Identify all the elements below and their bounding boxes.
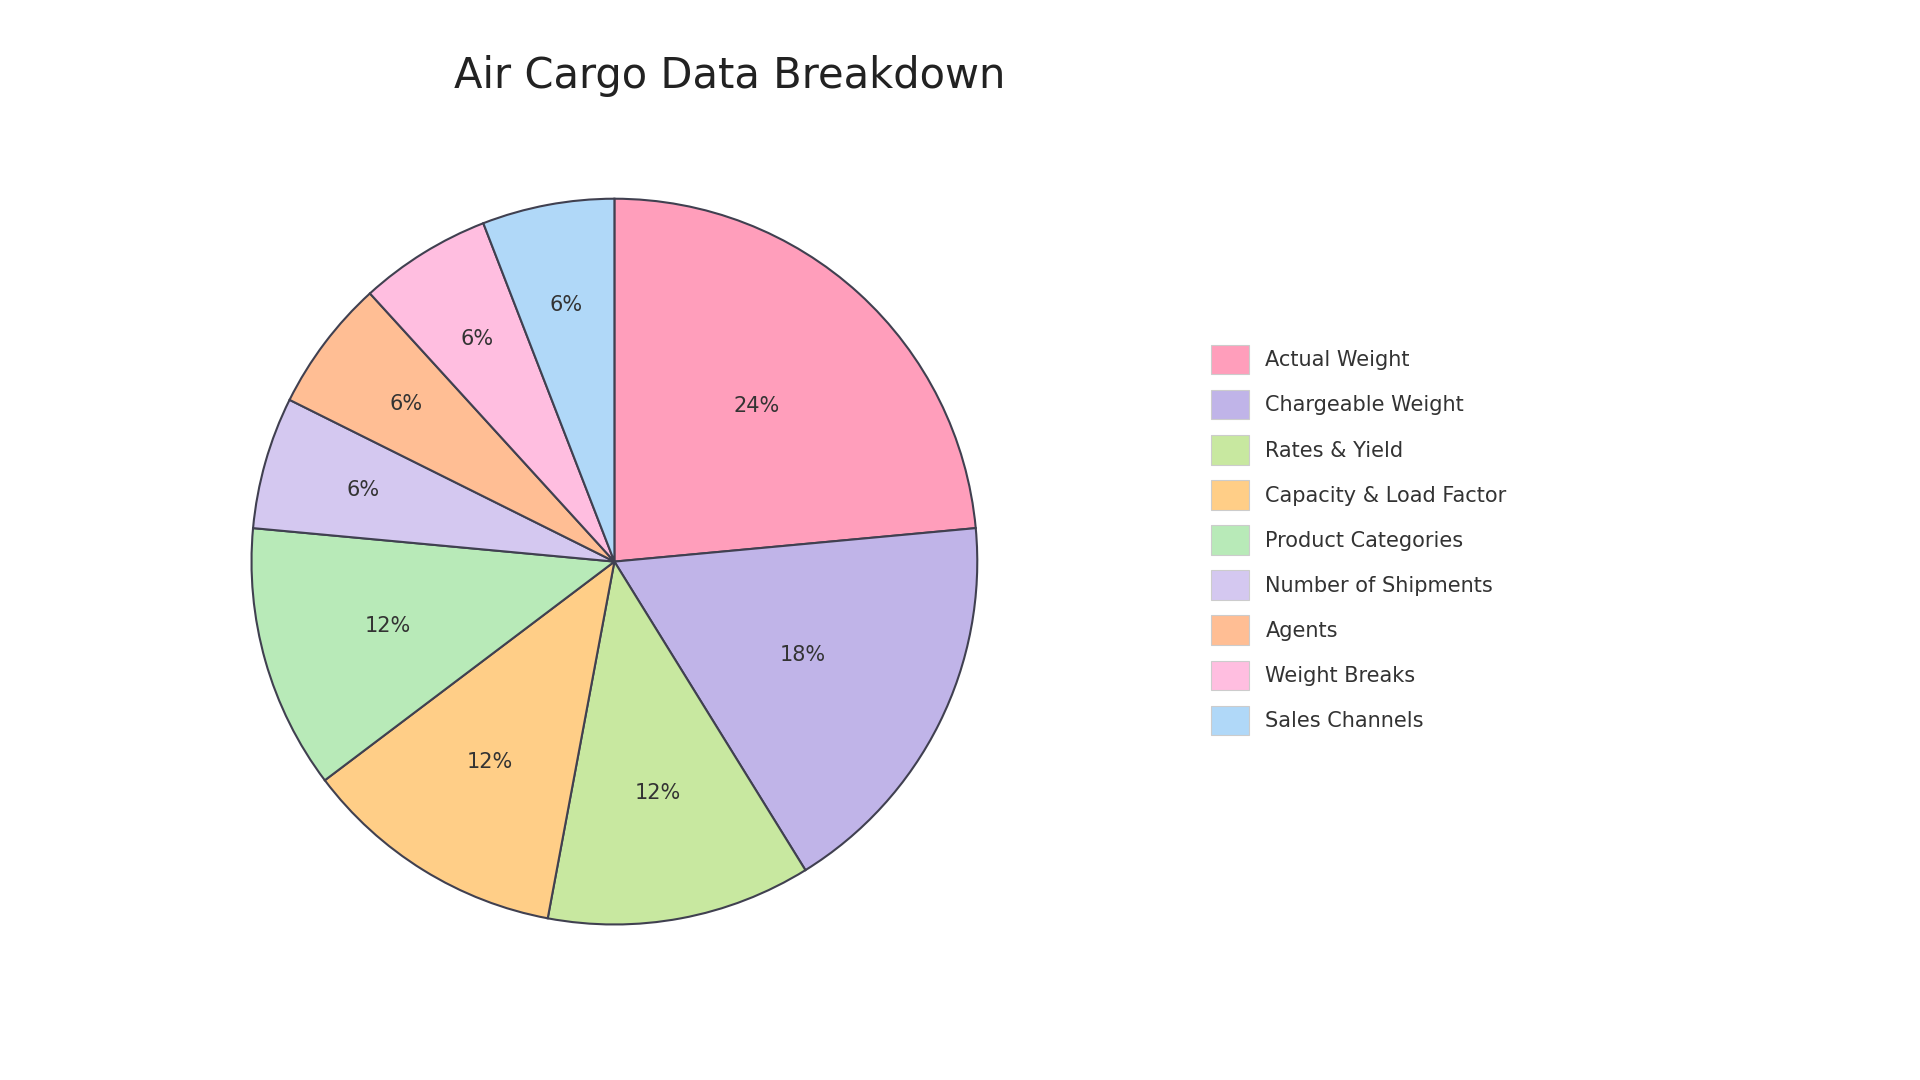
Wedge shape <box>252 528 614 780</box>
Text: 18%: 18% <box>780 646 826 665</box>
Text: 6%: 6% <box>346 481 380 500</box>
Wedge shape <box>253 400 614 562</box>
Wedge shape <box>614 199 975 562</box>
Text: 6%: 6% <box>549 295 584 314</box>
Wedge shape <box>324 562 614 918</box>
Text: 12%: 12% <box>467 752 513 772</box>
Wedge shape <box>484 199 614 562</box>
Legend: Actual Weight, Chargeable Weight, Rates & Yield, Capacity & Load Factor, Product: Actual Weight, Chargeable Weight, Rates … <box>1200 335 1517 745</box>
Text: 24%: 24% <box>733 396 780 416</box>
Wedge shape <box>290 294 614 562</box>
Text: Air Cargo Data Breakdown: Air Cargo Data Breakdown <box>453 55 1006 96</box>
Wedge shape <box>547 562 804 924</box>
Text: 12%: 12% <box>365 617 411 636</box>
Text: 6%: 6% <box>461 329 493 350</box>
Wedge shape <box>371 224 614 562</box>
Wedge shape <box>614 528 977 870</box>
Text: 12%: 12% <box>636 783 682 804</box>
Text: 6%: 6% <box>390 394 422 414</box>
